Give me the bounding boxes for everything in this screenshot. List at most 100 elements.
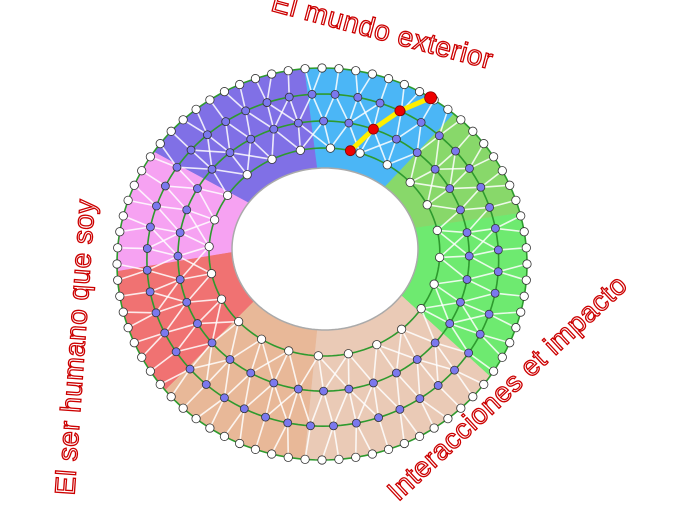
mesh-edge [149, 291, 187, 304]
white-node [235, 79, 245, 90]
mesh-edge [348, 97, 359, 124]
purple-node [269, 378, 279, 388]
purple-node [152, 201, 161, 211]
white-node [325, 143, 336, 153]
mesh-edge [449, 322, 481, 335]
mesh-edge [270, 422, 289, 455]
mesh-edge [164, 185, 188, 211]
white-node [505, 180, 515, 190]
mesh-edge [354, 423, 358, 458]
mesh-edge [186, 273, 213, 303]
purple-node [416, 117, 426, 127]
mesh-edge [434, 135, 441, 170]
white-node [456, 115, 466, 125]
white-node [205, 95, 215, 105]
purple-node [307, 89, 317, 99]
mesh-edge [273, 128, 301, 151]
white-node [295, 145, 306, 155]
mesh-edge [229, 321, 240, 360]
purple-node [491, 224, 500, 233]
mesh-edge [264, 388, 299, 418]
white-node [256, 334, 267, 344]
white-node [219, 431, 230, 441]
mesh-edge [372, 382, 401, 410]
mesh-edge [468, 255, 499, 273]
mesh-edge [155, 205, 181, 234]
purple-node [151, 308, 161, 318]
purple-node [262, 98, 272, 107]
white-node [414, 431, 425, 441]
purple-node [353, 92, 363, 102]
purple-node [462, 275, 472, 284]
purple-node [182, 297, 192, 307]
white-node [115, 291, 125, 301]
mesh-edge [229, 338, 262, 361]
white-node [343, 349, 353, 359]
purple-node [172, 162, 182, 172]
purple-node [476, 182, 486, 192]
mesh-edge [436, 209, 461, 231]
mesh-edge [329, 122, 350, 149]
mesh-edge [189, 342, 213, 370]
white-node [351, 452, 361, 462]
inner-hole [231, 167, 419, 331]
mesh-edge [186, 209, 215, 221]
mesh-edge [449, 313, 490, 325]
mesh-edge [141, 170, 166, 187]
white-node [250, 74, 261, 84]
mesh-edge [266, 102, 275, 130]
mesh-edge [224, 121, 231, 153]
white-node [145, 366, 155, 376]
mesh-edge [460, 301, 490, 315]
mesh-edge [299, 120, 325, 151]
mesh-edge [223, 372, 252, 399]
mesh-edge [175, 342, 213, 353]
mesh-edge [449, 186, 481, 190]
mesh-edge [304, 425, 312, 460]
white-node [334, 454, 344, 464]
white-node [313, 351, 323, 361]
mesh-edge [498, 263, 528, 273]
mesh-edge [164, 301, 188, 334]
purple-node [185, 364, 195, 374]
mesh-edge [434, 342, 456, 371]
white-node [250, 444, 261, 454]
mesh-edge [186, 298, 222, 304]
mesh-edge [119, 291, 151, 298]
white-node [283, 452, 293, 462]
mesh-edge [488, 313, 517, 329]
mesh-edge [317, 355, 325, 392]
purple-node [201, 380, 211, 389]
white-node [367, 69, 377, 79]
white-node [519, 227, 529, 237]
mesh-edge [437, 384, 462, 409]
mesh-edge [250, 338, 263, 374]
white-node [112, 259, 122, 269]
purple-node [415, 394, 425, 404]
white-node [300, 64, 310, 74]
mesh-edge [116, 263, 148, 272]
white-node [267, 449, 277, 459]
purple-node [445, 319, 455, 328]
white-node [479, 379, 489, 389]
white-node [210, 215, 220, 225]
mesh-edge [322, 353, 350, 392]
white-node [497, 166, 507, 176]
mesh-edge [334, 94, 350, 124]
purple-node [225, 148, 235, 157]
purple-node [329, 421, 338, 431]
purple-node [221, 117, 231, 126]
white-node [129, 180, 139, 190]
mesh-edge [159, 368, 191, 386]
purple-node [451, 146, 460, 156]
mesh-edge [468, 227, 497, 257]
mesh-edge [180, 272, 212, 281]
mesh-edge [480, 184, 510, 189]
mesh-edge [420, 308, 436, 344]
white-node [317, 455, 327, 465]
mesh-edge [416, 358, 455, 371]
white-node [456, 403, 466, 413]
purple-node [293, 384, 303, 394]
